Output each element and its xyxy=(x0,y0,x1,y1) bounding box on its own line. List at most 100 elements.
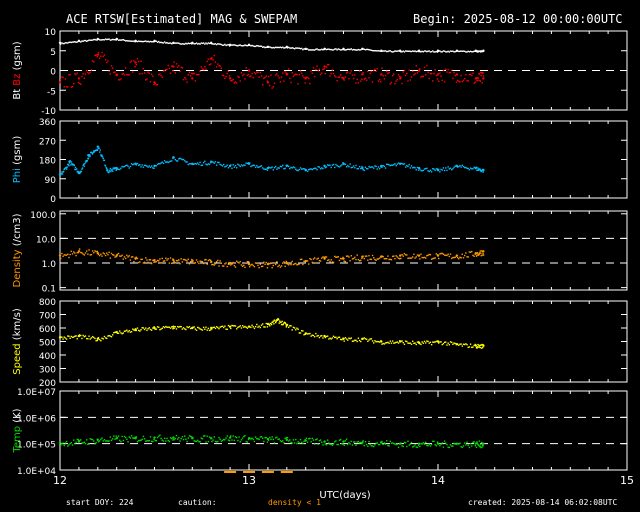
data-point xyxy=(429,169,432,172)
data-point xyxy=(153,436,156,439)
data-point xyxy=(269,436,271,439)
data-point xyxy=(360,167,362,170)
data-point xyxy=(468,446,471,449)
data-point xyxy=(141,40,143,43)
data-point xyxy=(344,163,347,165)
data-point xyxy=(266,169,269,171)
data-point xyxy=(329,75,331,77)
data-point xyxy=(210,437,213,440)
data-point xyxy=(271,47,273,49)
data-point xyxy=(72,251,75,253)
data-point xyxy=(450,257,453,260)
data-point xyxy=(331,261,334,263)
data-point xyxy=(234,164,237,167)
data-point xyxy=(364,77,367,80)
data-point xyxy=(188,71,191,74)
data-point xyxy=(263,46,265,48)
data-point xyxy=(423,256,426,259)
data-point xyxy=(388,50,390,52)
data-point xyxy=(254,436,257,438)
data-point xyxy=(376,340,378,343)
data-point xyxy=(382,342,384,345)
data-point xyxy=(391,442,394,444)
data-point xyxy=(58,254,62,257)
data-point xyxy=(367,340,369,343)
density-caution: density < 1 xyxy=(268,498,321,507)
data-point xyxy=(260,165,263,167)
data-point xyxy=(284,167,286,169)
data-point xyxy=(293,442,296,444)
data-point xyxy=(375,442,377,444)
data-point xyxy=(211,43,213,45)
data-point xyxy=(390,342,393,344)
data-point xyxy=(455,442,459,445)
data-point xyxy=(365,255,368,257)
data-point xyxy=(448,168,451,170)
data-point xyxy=(361,166,364,170)
data-point xyxy=(285,261,288,265)
data-point xyxy=(304,439,307,442)
data-point xyxy=(384,257,387,260)
data-point xyxy=(233,82,236,84)
data-point xyxy=(109,169,111,172)
data-point xyxy=(427,50,429,52)
data-point xyxy=(436,49,440,52)
data-point xyxy=(355,49,357,51)
data-point xyxy=(463,166,466,169)
data-point xyxy=(381,343,383,345)
data-point xyxy=(178,158,180,160)
data-point xyxy=(308,263,310,265)
data-point xyxy=(89,71,91,73)
data-point xyxy=(319,168,322,170)
data-point xyxy=(309,332,311,335)
data-point xyxy=(97,441,100,443)
data-point xyxy=(268,323,270,326)
data-point xyxy=(103,438,106,441)
data-point xyxy=(156,259,159,262)
data-point xyxy=(377,340,380,343)
data-point xyxy=(316,48,318,50)
data-point xyxy=(256,437,258,440)
data-point xyxy=(224,263,226,265)
data-point xyxy=(91,250,94,252)
data-point xyxy=(228,75,231,77)
data-point xyxy=(237,45,239,47)
data-point xyxy=(132,163,134,166)
data-point xyxy=(384,443,387,445)
start-doy: start DOY: 224 xyxy=(66,498,134,507)
data-point xyxy=(245,67,247,69)
data-point xyxy=(128,255,130,257)
data-point xyxy=(467,167,469,170)
data-point xyxy=(96,145,100,148)
data-point xyxy=(145,440,147,442)
data-point xyxy=(163,260,166,262)
data-point xyxy=(473,82,475,84)
data-point xyxy=(279,320,281,322)
data-point xyxy=(113,167,116,170)
data-point xyxy=(220,67,223,69)
data-point xyxy=(358,339,361,342)
data-point xyxy=(362,72,364,74)
data-point xyxy=(162,162,165,165)
data-point xyxy=(109,73,112,75)
data-point xyxy=(422,442,425,444)
data-point xyxy=(289,262,291,265)
data-point xyxy=(480,446,482,449)
data-point xyxy=(83,165,86,167)
data-point xyxy=(247,73,250,76)
data-point xyxy=(220,43,223,46)
data-point xyxy=(285,324,288,327)
data-point xyxy=(407,440,409,442)
data-point xyxy=(234,325,237,327)
data-point xyxy=(354,74,356,76)
data-point xyxy=(329,337,331,339)
data-point xyxy=(374,68,376,71)
data-point xyxy=(304,332,307,335)
data-point xyxy=(245,162,247,164)
data-point xyxy=(61,336,63,338)
data-point xyxy=(459,50,461,53)
data-point xyxy=(272,438,275,441)
data-point xyxy=(193,163,195,165)
data-point xyxy=(283,47,285,49)
data-point xyxy=(149,40,152,43)
